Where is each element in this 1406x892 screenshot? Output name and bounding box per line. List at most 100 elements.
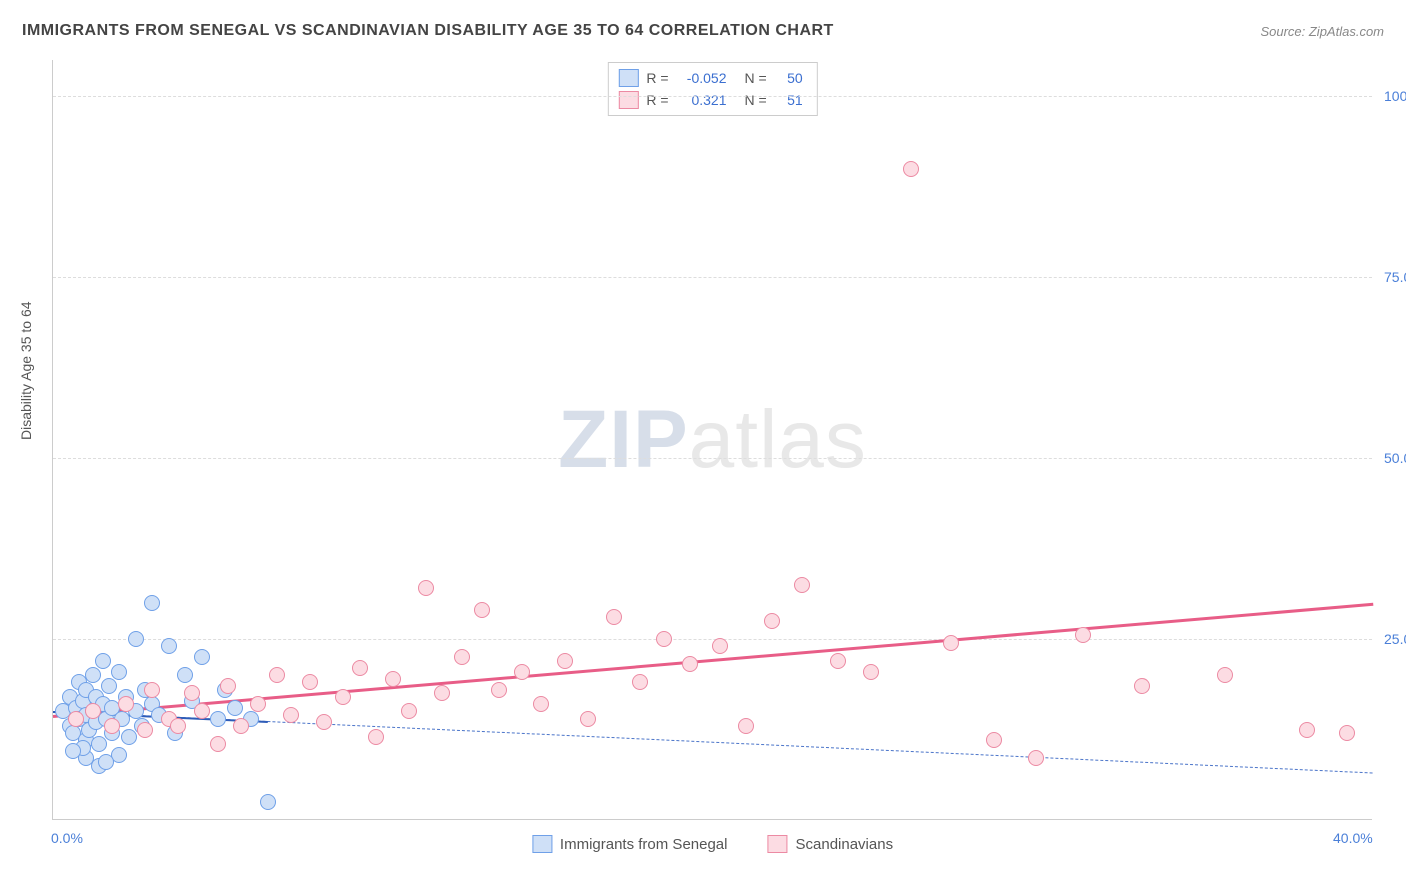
legend-r-value: -0.052 — [677, 67, 727, 89]
y-tick-label: 25.0% — [1376, 631, 1406, 647]
scatter-point-senegal — [95, 653, 111, 669]
legend-swatch — [618, 91, 638, 109]
scatter-point-scandinavian — [385, 671, 401, 687]
scatter-point-scandinavian — [903, 161, 919, 177]
scatter-point-senegal — [91, 736, 107, 752]
scatter-point-senegal — [111, 664, 127, 680]
scatter-point-scandinavian — [85, 703, 101, 719]
scatter-point-senegal — [161, 638, 177, 654]
scatter-point-scandinavian — [1028, 750, 1044, 766]
scatter-point-scandinavian — [194, 703, 210, 719]
gridline — [53, 96, 1372, 97]
x-tick-label: 0.0% — [51, 830, 83, 846]
scatter-point-senegal — [227, 700, 243, 716]
scatter-point-scandinavian — [283, 707, 299, 723]
scatter-point-scandinavian — [491, 682, 507, 698]
scatter-point-scandinavian — [1217, 667, 1233, 683]
scatter-point-scandinavian — [233, 718, 249, 734]
x-tick-label: 40.0% — [1333, 830, 1373, 846]
series-legend: Immigrants from Senegal Scandinavians — [532, 835, 893, 853]
scatter-point-scandinavian — [220, 678, 236, 694]
scatter-point-scandinavian — [557, 653, 573, 669]
y-tick-label: 75.0% — [1376, 269, 1406, 285]
y-tick-label: 50.0% — [1376, 450, 1406, 466]
scatter-point-scandinavian — [68, 711, 84, 727]
scatter-point-scandinavian — [943, 635, 959, 651]
legend-item-label: Immigrants from Senegal — [560, 836, 728, 853]
scatter-point-senegal — [260, 794, 276, 810]
scatter-point-scandinavian — [682, 656, 698, 672]
legend-n-label: N = — [745, 67, 767, 89]
scatter-point-scandinavian — [454, 649, 470, 665]
scatter-point-senegal — [65, 743, 81, 759]
scatter-point-scandinavian — [302, 674, 318, 690]
scatter-point-scandinavian — [830, 653, 846, 669]
scatter-point-senegal — [144, 595, 160, 611]
watermark-zip: ZIP — [558, 394, 689, 485]
scatter-point-scandinavian — [712, 638, 728, 654]
scatter-point-scandinavian — [210, 736, 226, 752]
scatter-point-scandinavian — [368, 729, 384, 745]
source-attribution: Source: ZipAtlas.com — [1260, 24, 1384, 39]
legend-item-label: Scandinavians — [796, 836, 894, 853]
scatter-point-scandinavian — [863, 664, 879, 680]
scatter-point-senegal — [98, 754, 114, 770]
chart-title: IMMIGRANTS FROM SENEGAL VS SCANDINAVIAN … — [22, 22, 834, 40]
legend-item-senegal: Immigrants from Senegal — [532, 835, 728, 853]
scatter-point-scandinavian — [738, 718, 754, 734]
scatter-point-senegal — [85, 667, 101, 683]
scatter-point-scandinavian — [250, 696, 266, 712]
watermark-atlas: atlas — [689, 394, 867, 485]
legend-item-scandinavian: Scandinavians — [768, 835, 894, 853]
scatter-point-scandinavian — [1339, 725, 1355, 741]
scatter-point-scandinavian — [1299, 722, 1315, 738]
legend-n-label: N = — [745, 89, 767, 111]
scatter-point-scandinavian — [656, 631, 672, 647]
legend-swatch — [768, 835, 788, 853]
legend-n-value: 50 — [775, 67, 803, 89]
watermark-text: ZIPatlas — [558, 393, 867, 487]
legend-r-label: R = — [646, 67, 668, 89]
scatter-point-scandinavian — [170, 718, 186, 734]
scatter-point-scandinavian — [269, 667, 285, 683]
scatter-point-scandinavian — [474, 602, 490, 618]
scatter-point-scandinavian — [184, 685, 200, 701]
scatter-point-senegal — [177, 667, 193, 683]
gridline — [53, 639, 1372, 640]
gridline — [53, 277, 1372, 278]
legend-swatch — [618, 69, 638, 87]
scatter-point-senegal — [121, 729, 137, 745]
scatter-point-senegal — [101, 678, 117, 694]
scatter-point-scandinavian — [514, 664, 530, 680]
scatter-point-scandinavian — [144, 682, 160, 698]
scatter-point-scandinavian — [434, 685, 450, 701]
scatter-point-scandinavian — [986, 732, 1002, 748]
gridline — [53, 458, 1372, 459]
legend-row-senegal: R = -0.052 N = 50 — [618, 67, 802, 89]
scatter-point-scandinavian — [335, 689, 351, 705]
scatter-point-scandinavian — [1075, 627, 1091, 643]
scatter-point-senegal — [194, 649, 210, 665]
scatter-point-scandinavian — [764, 613, 780, 629]
scatter-point-scandinavian — [418, 580, 434, 596]
scatter-point-scandinavian — [606, 609, 622, 625]
scatter-point-scandinavian — [118, 696, 134, 712]
y-axis-title: Disability Age 35 to 64 — [18, 301, 34, 440]
legend-r-label: R = — [646, 89, 668, 111]
scatter-point-scandinavian — [533, 696, 549, 712]
legend-row-scandinavian: R =0.321N =51 — [618, 89, 802, 111]
scatter-point-scandinavian — [580, 711, 596, 727]
scatter-point-senegal — [128, 631, 144, 647]
scatter-point-scandinavian — [632, 674, 648, 690]
scatter-point-scandinavian — [401, 703, 417, 719]
scatter-point-scandinavian — [1134, 678, 1150, 694]
chart-plot-area: ZIPatlas R =-0.052N =50R =0.321N =51 Imm… — [52, 60, 1372, 820]
scatter-point-scandinavian — [316, 714, 332, 730]
scatter-point-scandinavian — [104, 718, 120, 734]
scatter-point-scandinavian — [137, 722, 153, 738]
scatter-point-scandinavian — [794, 577, 810, 593]
legend-r-value: 0.321 — [677, 89, 727, 111]
y-tick-label: 100.0% — [1376, 88, 1406, 104]
legend-swatch — [532, 835, 552, 853]
scatter-point-senegal — [210, 711, 226, 727]
